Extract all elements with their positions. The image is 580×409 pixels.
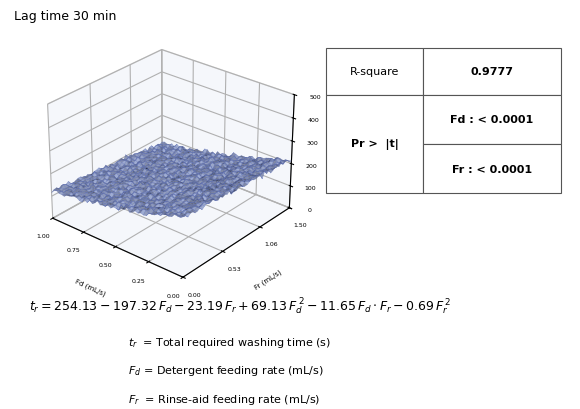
X-axis label: Fd (mL/s): Fd (mL/s) [74,278,106,297]
Bar [423,145,561,193]
Bar [326,49,423,95]
Text: $t_r\;$ = Total required washing time (s): $t_r\;$ = Total required washing time (s… [128,335,331,349]
Text: $t_r = 254.13 - 197.32\,F_d - 23.19\,F_r+ 69.13\,F_d^{\,2} - 11.65\,F_d \cdot F_: $t_r = 254.13 - 197.32\,F_d - 23.19\,F_r… [29,296,451,316]
Text: Fr : < 0.0001: Fr : < 0.0001 [452,164,532,174]
Bar [423,95,561,145]
Text: Fd : < 0.0001: Fd : < 0.0001 [450,115,534,125]
Text: $F_d$ = Detergent feeding rate (mL/s): $F_d$ = Detergent feeding rate (mL/s) [128,364,324,378]
Text: R-square: R-square [350,67,399,77]
Bar [423,49,561,95]
Bar [326,95,423,193]
Y-axis label: Fr (mL/s): Fr (mL/s) [253,268,283,290]
Text: 0.9777: 0.9777 [470,67,513,77]
Text: Pr >  |t|: Pr > |t| [350,139,398,150]
Text: $F_r\;$ = Rinse-aid feeding rate (mL/s): $F_r\;$ = Rinse-aid feeding rate (mL/s) [128,392,320,406]
Text: Lag time 30 min: Lag time 30 min [14,10,117,23]
